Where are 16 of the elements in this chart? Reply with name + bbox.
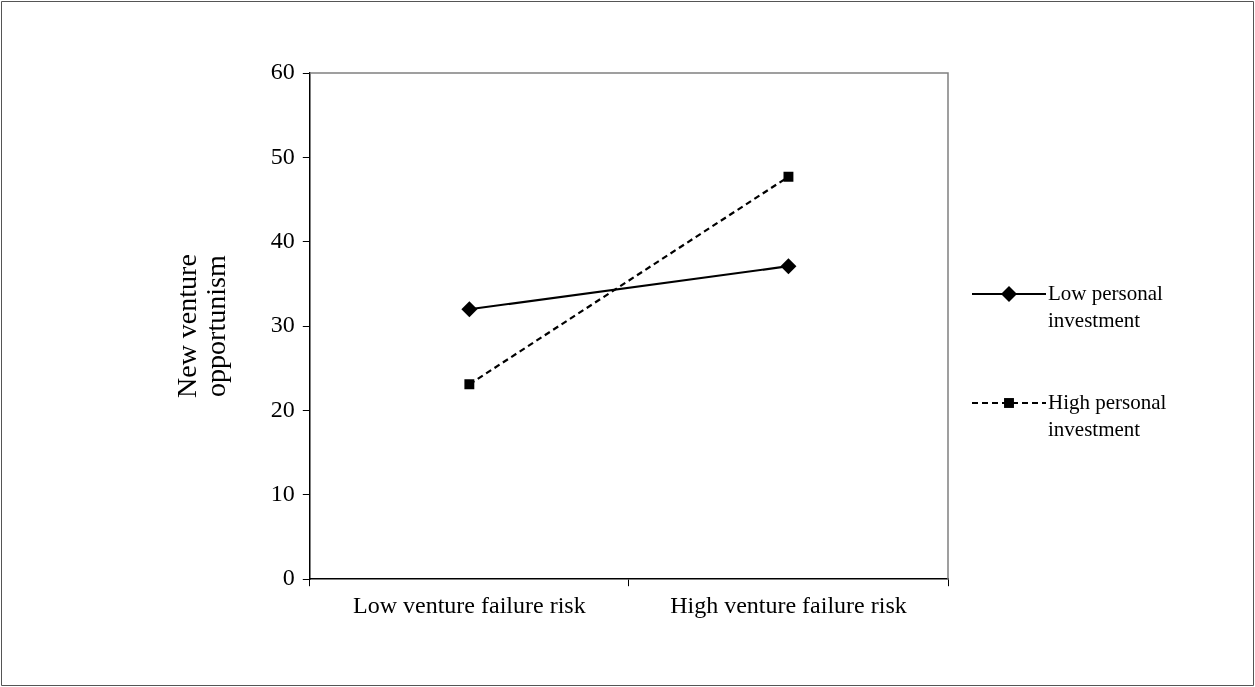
- point: [464, 379, 475, 390]
- y-tick-label: 30: [270, 311, 295, 338]
- y-tick-label: 40: [270, 227, 295, 254]
- y-tick-label: 60: [270, 58, 295, 85]
- legend-label: High personal investment: [1048, 389, 1167, 441]
- x-tick-label: High venture failure risk: [670, 591, 907, 618]
- y-tick-label: 0: [282, 564, 295, 591]
- y-axis-title: New venture opportunism: [171, 254, 232, 399]
- point: [461, 301, 478, 318]
- point: [780, 258, 797, 275]
- y-tick-label: 20: [270, 395, 295, 422]
- y-tick-label: 10: [270, 480, 295, 507]
- legend-label: Low personal investment: [1048, 280, 1164, 332]
- x-tick-label: Low venture failure risk: [353, 591, 586, 618]
- y-tick-label: 50: [270, 142, 295, 169]
- point: [783, 171, 794, 182]
